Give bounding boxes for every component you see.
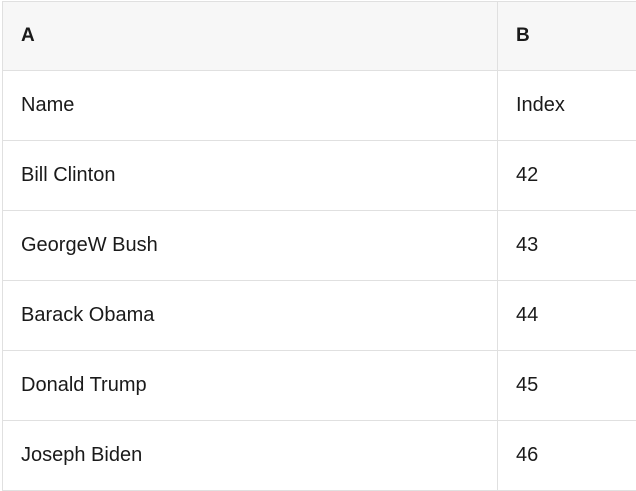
table-row: Joseph Biden 46: [3, 421, 636, 491]
cell-b[interactable]: 45: [516, 374, 539, 396]
cell-b[interactable]: Index: [516, 94, 565, 116]
table-row: Bill Clinton 42: [3, 141, 636, 211]
cell-a[interactable]: Barack Obama: [3, 281, 498, 350]
column-header-a[interactable]: A: [3, 2, 498, 70]
table-row: GeorgeW Bush 43: [3, 211, 636, 281]
cell-a[interactable]: Donald Trump: [3, 351, 498, 420]
cell-a[interactable]: Bill Clinton: [3, 141, 498, 210]
table-header-row: A B: [3, 2, 636, 71]
table-row: Donald Trump 45: [3, 351, 636, 421]
cell-b[interactable]: 44: [516, 304, 539, 326]
cell-b[interactable]: 46: [516, 444, 539, 466]
table-body: Name Index Bill Clinton 42 GeorgeW Bush …: [3, 71, 636, 491]
cell-a[interactable]: GeorgeW Bush: [3, 211, 498, 280]
table-row: Name Index: [3, 71, 636, 141]
cell-a[interactable]: Joseph Biden: [3, 421, 498, 490]
cell-b[interactable]: 42: [516, 164, 539, 186]
table-row: Barack Obama 44: [3, 281, 636, 351]
column-header-b[interactable]: B: [516, 25, 530, 46]
cell-a[interactable]: Name: [3, 71, 498, 140]
cell-b[interactable]: 43: [516, 234, 539, 256]
